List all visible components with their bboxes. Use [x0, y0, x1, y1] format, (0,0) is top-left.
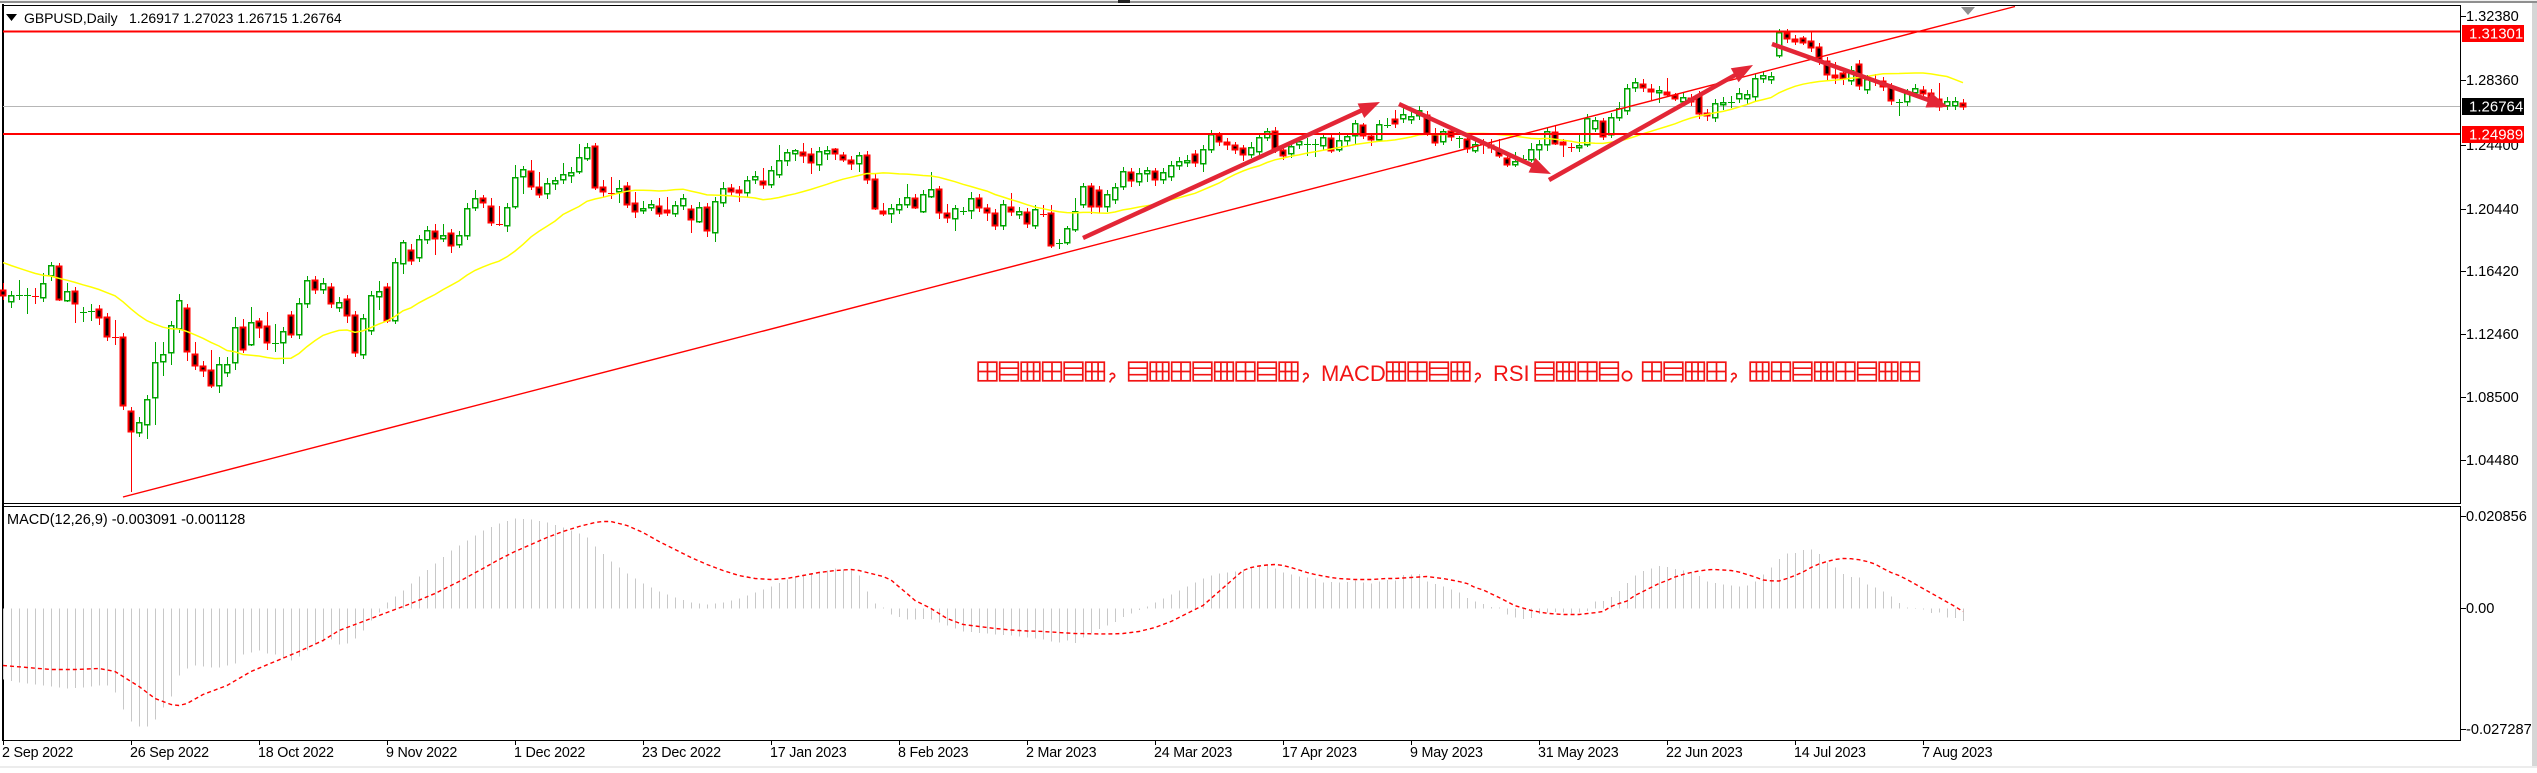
svg-text:23 Dec 2022: 23 Dec 2022 [642, 745, 721, 761]
svg-text:1.04480: 1.04480 [2466, 453, 2519, 469]
svg-text:2 Mar 2023: 2 Mar 2023 [1026, 745, 1097, 761]
svg-text:0.020856: 0.020856 [2466, 509, 2527, 525]
svg-text:14 Jul 2023: 14 Jul 2023 [1794, 745, 1866, 761]
svg-text:2 Sep 2022: 2 Sep 2022 [2, 745, 73, 761]
svg-text:1.16420: 1.16420 [2466, 264, 2519, 280]
svg-text:22 Jun 2023: 22 Jun 2023 [1666, 745, 1743, 761]
svg-text:1.26764: 1.26764 [2469, 99, 2523, 116]
svg-text:1.32380: 1.32380 [2466, 9, 2519, 25]
svg-text:1.24989: 1.24989 [2469, 127, 2523, 144]
svg-text:9 May 2023: 9 May 2023 [1410, 745, 1483, 761]
svg-text:17 Jan 2023: 17 Jan 2023 [770, 745, 847, 761]
svg-text:1.20440: 1.20440 [2466, 202, 2519, 218]
svg-text:18 Oct 2022: 18 Oct 2022 [258, 745, 334, 761]
svg-text:31 May 2023: 31 May 2023 [1538, 745, 1619, 761]
svg-text:8 Feb 2023: 8 Feb 2023 [898, 745, 969, 761]
svg-text:17 Apr 2023: 17 Apr 2023 [1282, 745, 1357, 761]
svg-text:GBPUSD,Daily 1.26917 1.27023: GBPUSD,Daily 1.26917 1.27023 1.26715 1.2… [24, 10, 342, 26]
svg-text:1.28360: 1.28360 [2466, 73, 2519, 89]
svg-text:9 Nov 2022: 9 Nov 2022 [386, 745, 457, 761]
svg-text:MACD: MACD [1321, 361, 1386, 386]
svg-text:RSI: RSI [1493, 361, 1530, 386]
svg-text:7 Aug 2023: 7 Aug 2023 [1922, 745, 1993, 761]
svg-text:1 Dec 2022: 1 Dec 2022 [514, 745, 585, 761]
svg-text:MACD(12,26,9) -0.003091 -0.001: MACD(12,26,9) -0.003091 -0.001128 [7, 512, 245, 528]
svg-text:26 Sep 2022: 26 Sep 2022 [130, 745, 209, 761]
svg-text:-0.027287: -0.027287 [2466, 722, 2532, 738]
svg-text:1.08500: 1.08500 [2466, 390, 2519, 406]
svg-text:1.31301: 1.31301 [2469, 26, 2523, 43]
svg-text:24 Mar 2023: 24 Mar 2023 [1154, 745, 1232, 761]
svg-text:0.00: 0.00 [2466, 601, 2494, 617]
svg-text:1.12460: 1.12460 [2466, 327, 2519, 343]
